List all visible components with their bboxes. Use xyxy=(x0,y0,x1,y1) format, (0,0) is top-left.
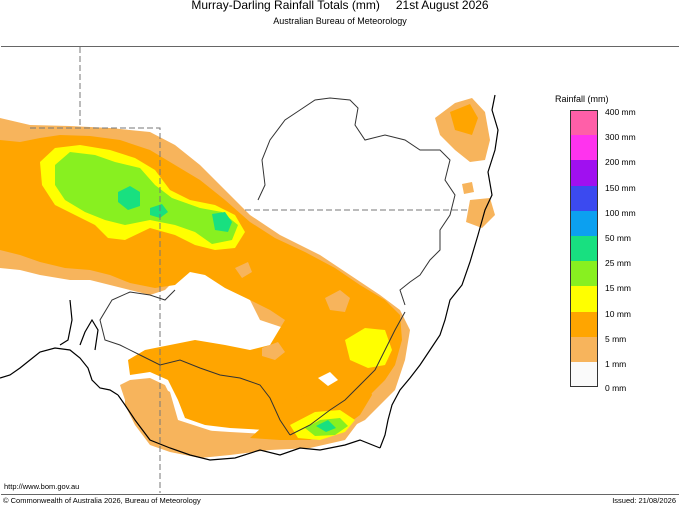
legend-label: 25 mm xyxy=(605,258,631,269)
rain-hole-c xyxy=(262,342,285,360)
legend-item: 15 mm xyxy=(555,283,631,312)
legend-swatch xyxy=(570,210,598,236)
legend-swatch xyxy=(570,185,598,211)
legend-title: Rainfall (mm) xyxy=(555,94,609,104)
legend-swatch xyxy=(570,336,598,362)
legend-item: 150 mm xyxy=(555,183,636,211)
issued-date: Issued: 21/08/2026 xyxy=(612,496,676,505)
legend-label: 50 mm xyxy=(605,232,631,243)
legend-label: 10 mm xyxy=(605,308,631,319)
legend-item: 25 mm xyxy=(555,258,631,287)
legend-label: 100 mm xyxy=(605,207,636,218)
legend-swatch xyxy=(570,361,598,388)
state-borders xyxy=(30,47,470,493)
legend-item: 300 mm xyxy=(555,132,636,161)
rain-zone-25mm-a xyxy=(118,186,140,210)
rain-zone-1mm-ne2 xyxy=(466,198,495,228)
legend-swatch xyxy=(570,110,598,136)
legend-item: 5 mm xyxy=(555,334,626,362)
legend-swatch xyxy=(570,261,598,287)
legend-label: 150 mm xyxy=(605,182,636,193)
legend-label-zero: 0 mm xyxy=(605,383,627,394)
rain-hole-b xyxy=(235,262,252,278)
legend-swatch xyxy=(570,160,598,186)
legend-item: 10 mm xyxy=(555,309,631,337)
rain-zone-25mm-b xyxy=(150,204,168,218)
map-subtitle: Australian Bureau of Meteorology xyxy=(273,16,407,26)
rain-zone-25mm-c xyxy=(212,212,232,232)
copyright-text: © Commonwealth of Australia 2026, Bureau… xyxy=(3,496,201,505)
legend-swatch xyxy=(570,311,598,337)
legend-item: 1 mm xyxy=(555,359,626,388)
legend-label: 200 mm xyxy=(605,157,636,168)
map-frame xyxy=(1,46,679,495)
legend-label: 1 mm xyxy=(605,358,627,369)
rain-hole-d xyxy=(318,372,338,386)
legend-rows: 400 mm 300 mm 200 mm 150 mm 100 mm 50 mm 25 mm… xyxy=(555,107,636,393)
map-date: 21st August 2026 xyxy=(395,0,489,12)
legend-swatch xyxy=(570,235,598,262)
legend-item: 200 mm xyxy=(555,157,636,186)
legend-label: 400 mm xyxy=(605,107,636,117)
map-title: Murray-Darling Rainfall Totals (mm) 21st … xyxy=(0,0,680,12)
legend-item: 400 mm xyxy=(555,107,636,136)
legend-swatch xyxy=(570,286,598,312)
rain-zone-10mm-east xyxy=(345,328,392,368)
legend-label: 15 mm xyxy=(605,283,631,294)
rain-zone-5mm-ne xyxy=(450,104,478,135)
map-title-text: Murray-Darling Rainfall Totals (mm) xyxy=(191,0,380,12)
legend-swatch xyxy=(570,135,598,161)
rain-hole-a xyxy=(325,290,350,312)
legend-label: 300 mm xyxy=(605,132,636,143)
basin-boundary xyxy=(99,97,456,436)
legend-item: 50 mm xyxy=(555,233,631,262)
rain-zone-15mm xyxy=(55,152,238,244)
source-url[interactable]: http://www.bom.gov.au xyxy=(4,482,80,491)
legend: Rainfall (mm) 400 mm 300 mm 200 mm 150 mm 10… xyxy=(555,94,636,393)
legend-item: 100 mm xyxy=(555,208,636,236)
rain-zone-1mm-ne3 xyxy=(462,182,474,194)
rain-zone-25mm-d xyxy=(316,420,336,432)
coastline xyxy=(0,94,499,461)
legend-label: 5 mm xyxy=(605,333,627,344)
